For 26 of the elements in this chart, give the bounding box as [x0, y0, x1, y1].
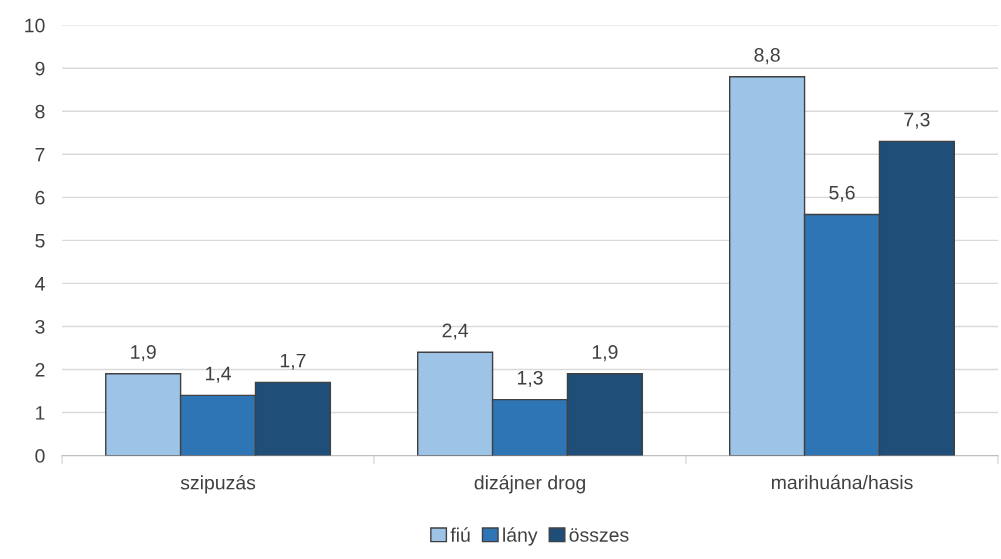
y-tick-label: 4 — [35, 277, 45, 291]
legend-label: lány — [503, 527, 538, 546]
y-tick-label: 1 — [36, 406, 45, 420]
data-label: 1,4 — [206, 366, 231, 383]
y-tick-label: 0 — [35, 449, 45, 463]
legend-label: fiú — [450, 527, 470, 542]
y-tick-label: 9 — [35, 61, 45, 76]
data-label: 1,3 — [518, 370, 543, 387]
x-tick-label: dizájner drog — [474, 475, 585, 494]
y-tick-label: 2 — [35, 362, 45, 377]
data-label: 7,3 — [904, 112, 930, 129]
legend-label: összes — [569, 528, 629, 542]
data-label: 2,4 — [442, 323, 469, 340]
data-label: 5,6 — [829, 185, 855, 202]
y-tick-label: 6 — [35, 190, 45, 205]
y-tick-label: 10 — [25, 18, 45, 33]
data-label: 1,9 — [592, 345, 618, 362]
y-tick-label: 8 — [35, 104, 45, 119]
x-tick-label: szipuzás — [180, 475, 256, 494]
data-label: 1,7 — [280, 353, 306, 370]
x-tick-label: marihuána/hasis — [771, 474, 913, 490]
data-label: 8,8 — [754, 48, 780, 65]
data-label: 1,9 — [131, 345, 156, 362]
y-tick-label: 3 — [35, 319, 45, 334]
y-tick-label: 5 — [35, 234, 45, 248]
y-tick-label: 7 — [35, 147, 45, 162]
